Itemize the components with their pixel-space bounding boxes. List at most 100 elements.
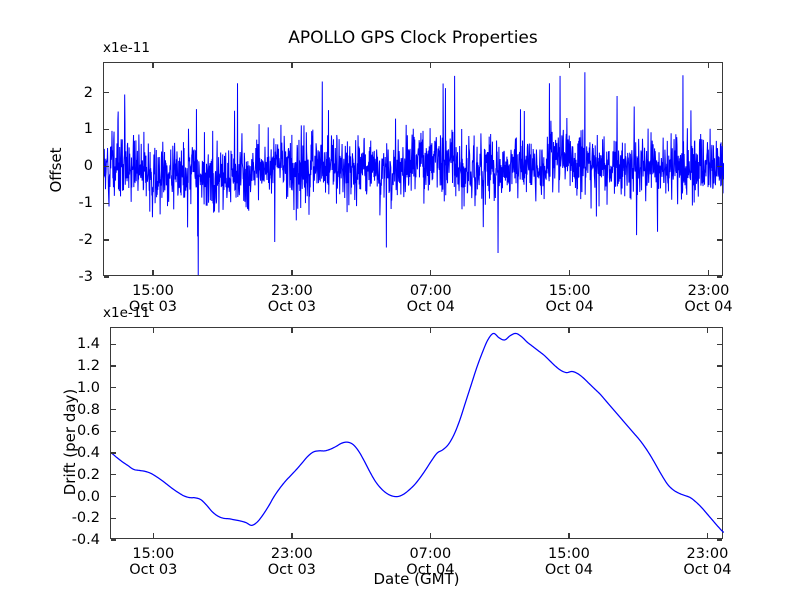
drift-ytick-mark: [717, 387, 722, 389]
drift-xtick-label: 15:00 Oct 04: [545, 546, 593, 578]
drift-series-line: [111, 332, 724, 533]
drift-ytick-label: 1.2: [76, 358, 100, 375]
offset-ytick-mark: [104, 202, 109, 204]
drift-plot-axes: -0.4 -0.2 0.0 0.2 0.4 0.6 0.8 1.0 1.2 1.4 15:00 Oct…: [72, 327, 732, 578]
offset-ytick-mark: [104, 91, 109, 94]
drift-xtick-date: Oct 03: [267, 562, 316, 579]
offset-xtick-date: Oct 04: [406, 299, 455, 316]
offset-xtick-mark: [291, 270, 293, 275]
offset-ytick-mark: [717, 128, 722, 131]
figure-title: APOLLO GPS Clock Properties: [288, 28, 538, 48]
drift-ytick-mark: [111, 430, 116, 432]
drift-panel-xlabel: Date (GMT): [373, 570, 460, 588]
drift-xtick-date: Oct 03: [129, 562, 178, 579]
offset-xtick-mark: [568, 270, 571, 275]
drift-ytick-mark: [111, 343, 116, 345]
offset-xtick-date: Oct 04: [684, 299, 733, 316]
drift-ytick-mark: [717, 343, 722, 345]
drift-xtick-mark: [291, 328, 293, 333]
drift-ytick-mark: [111, 474, 116, 476]
drift-ytick-mark: [111, 365, 116, 367]
drift-ytick-label: -0.4: [71, 532, 100, 548]
drift-ytick-label: 0.8: [76, 401, 100, 418]
drift-xtick-mark: [568, 533, 570, 538]
drift-xtick-mark: [429, 328, 432, 333]
offset-xtick-label: 07:00 Oct 04: [407, 283, 455, 315]
offset-xtick-date: Oct 03: [128, 299, 178, 316]
offset-noise-trace: [104, 72, 724, 276]
offset-xtick-time: 07:00: [409, 283, 452, 299]
drift-ytick-label: 0.6: [76, 423, 100, 440]
offset-xtick-time: 23:00: [270, 283, 313, 299]
drift-ytick-label: 0.4: [76, 445, 100, 462]
offset-ytick-mark: [717, 276, 722, 278]
drift-ytick-label: 1.0: [76, 379, 100, 396]
drift-ytick-mark: [717, 430, 722, 432]
offset-ytick-mark: [104, 165, 109, 167]
offset-ytick-label: 0: [83, 158, 93, 175]
offset-xtick-mark: [707, 63, 710, 68]
offset-ytick-mark: [717, 91, 722, 94]
offset-xtick-label: 23:00 Oct 03: [268, 283, 316, 315]
drift-ytick-mark: [717, 495, 722, 498]
offset-ytick-label: -1: [78, 195, 93, 212]
offset-xtick-label: 15:00 Oct 03: [129, 283, 177, 315]
drift-ytick-mark: [111, 408, 116, 411]
drift-ytick-mark: [717, 408, 722, 411]
drift-ytick-mark: [111, 452, 116, 454]
drift-xtick-time: 23:00: [270, 546, 313, 562]
offset-xtick-time: 15:00: [132, 283, 174, 299]
drift-xtick-mark: [568, 328, 570, 333]
drift-ytick-mark: [111, 539, 116, 541]
drift-xtick-mark: [706, 533, 709, 538]
drift-ytick-mark: [111, 495, 116, 498]
offset-xtick-mark: [568, 63, 571, 68]
drift-xtick-mark: [152, 328, 154, 333]
offset-xtick-time: 23:00: [687, 283, 730, 299]
offset-panel-exponent-label: x1e-11: [103, 40, 150, 56]
offset-xtick-date: Oct 03: [267, 299, 316, 316]
drift-xtick-time: 15:00: [548, 546, 590, 562]
offset-ytick-mark: [104, 128, 109, 131]
drift-xtick-date: Oct 04: [683, 562, 732, 579]
drift-panel-exponent-label: x1e-11: [103, 305, 150, 321]
drift-xtick-time: 23:00: [686, 546, 729, 562]
offset-xtick-mark: [430, 63, 432, 68]
drift-xtick-mark: [706, 328, 709, 333]
drift-xtick-label: 07:00 Oct 04: [406, 546, 454, 578]
offset-plot-axes: -3 -2 -1 0 1 2 15:00 Oct 03 23:00 Oct 03 07:00 Oct …: [79, 62, 733, 315]
offset-xtick-mark: [152, 270, 154, 275]
drift-xtick-mark: [429, 533, 432, 538]
offset-xtick-mark: [291, 63, 293, 68]
drift-xtick-date: Oct 04: [544, 562, 593, 579]
offset-ytick-mark: [717, 202, 722, 204]
drift-xtick-label: 23:00 Oct 03: [268, 546, 316, 578]
offset-ytick-mark: [717, 239, 722, 241]
drift-ytick-mark: [717, 452, 722, 454]
offset-ytick-label: -3: [78, 269, 93, 285]
offset-xtick-label: 15:00 Oct 04: [546, 283, 594, 315]
drift-xtick-mark: [291, 533, 293, 538]
drift-ytick-mark: [717, 539, 722, 541]
drift-ytick-mark: [111, 517, 116, 519]
drift-ytick-mark: [717, 365, 722, 367]
drift-xtick-label: 15:00 Oct 03: [129, 546, 177, 578]
offset-xtick-mark: [430, 270, 432, 275]
drift-ytick-label: -0.2: [71, 510, 100, 527]
drift-xtick-time: 15:00: [132, 546, 175, 562]
drift-ytick-label: 0.2: [76, 466, 100, 483]
drift-ytick-label: 1.4: [76, 336, 100, 353]
drift-xtick-label: 23:00 Oct 04: [683, 546, 731, 578]
drift-ytick-mark: [717, 474, 722, 476]
offset-ytick-label: -2: [78, 232, 93, 249]
offset-series-line: [104, 72, 724, 276]
drift-xtick-date: Oct 04: [406, 562, 455, 579]
drift-trace: [111, 332, 724, 533]
drift-xtick-time: 07:00: [409, 546, 452, 562]
offset-xtick-mark: [152, 63, 154, 68]
drift-ytick-mark: [111, 387, 116, 389]
offset-ytick-mark: [104, 239, 109, 241]
offset-xtick-time: 15:00: [548, 283, 591, 299]
offset-ytick-label: 1: [83, 121, 93, 138]
